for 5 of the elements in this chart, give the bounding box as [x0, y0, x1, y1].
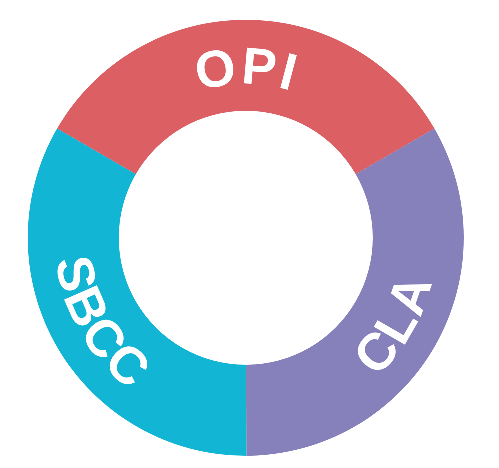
slice-label: OPI	[190, 37, 305, 103]
donut-slice	[57, 20, 435, 174]
slice-label: CLA	[342, 266, 445, 386]
donut-slice	[28, 128, 247, 456]
donut-slice	[246, 128, 464, 456]
